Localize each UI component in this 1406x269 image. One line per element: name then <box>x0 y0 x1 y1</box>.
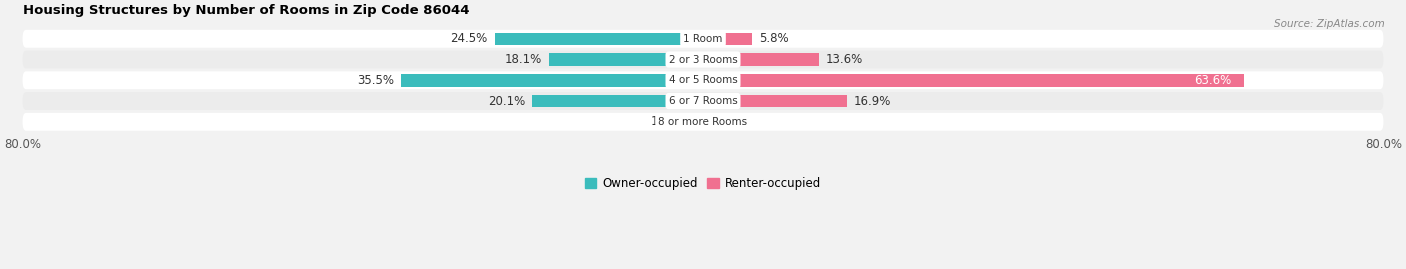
Text: 20.1%: 20.1% <box>488 94 526 108</box>
Bar <box>550 53 703 66</box>
Text: 24.5%: 24.5% <box>450 32 488 45</box>
FancyBboxPatch shape <box>22 30 1384 48</box>
Text: 18.1%: 18.1% <box>505 53 543 66</box>
Bar <box>688 116 703 128</box>
Text: 6 or 7 Rooms: 6 or 7 Rooms <box>669 96 737 106</box>
Text: 1.8%: 1.8% <box>651 115 681 128</box>
FancyBboxPatch shape <box>22 51 1384 68</box>
Bar <box>531 95 703 107</box>
Text: 5.8%: 5.8% <box>759 32 789 45</box>
Bar <box>703 95 846 107</box>
Text: 13.6%: 13.6% <box>825 53 863 66</box>
Text: 0.0%: 0.0% <box>710 115 740 128</box>
FancyBboxPatch shape <box>22 71 1384 89</box>
Text: 16.9%: 16.9% <box>853 94 891 108</box>
Bar <box>401 74 703 87</box>
FancyBboxPatch shape <box>22 113 1384 131</box>
Text: Housing Structures by Number of Rooms in Zip Code 86044: Housing Structures by Number of Rooms in… <box>22 4 470 17</box>
Bar <box>703 53 818 66</box>
Text: Source: ZipAtlas.com: Source: ZipAtlas.com <box>1274 19 1385 29</box>
Bar <box>703 33 752 45</box>
Bar <box>703 74 1244 87</box>
Text: 8 or more Rooms: 8 or more Rooms <box>658 117 748 127</box>
Text: 63.6%: 63.6% <box>1194 74 1232 87</box>
Text: 2 or 3 Rooms: 2 or 3 Rooms <box>669 55 737 65</box>
Text: 4 or 5 Rooms: 4 or 5 Rooms <box>669 75 737 85</box>
Legend: Owner-occupied, Renter-occupied: Owner-occupied, Renter-occupied <box>585 177 821 190</box>
Bar <box>495 33 703 45</box>
Text: 1 Room: 1 Room <box>683 34 723 44</box>
Text: 35.5%: 35.5% <box>357 74 394 87</box>
FancyBboxPatch shape <box>22 92 1384 110</box>
